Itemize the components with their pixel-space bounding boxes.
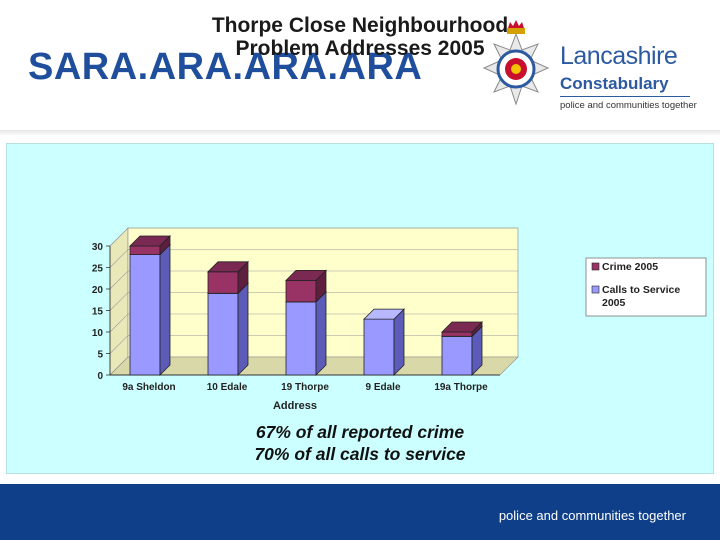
legend-swatch	[591, 262, 600, 271]
bar-calls-front	[129, 254, 161, 376]
bar-calls-side	[159, 243, 171, 376]
y-tick-label: 25	[92, 264, 104, 275]
gridline	[109, 227, 518, 247]
bar-calls-front	[207, 292, 239, 376]
chart-title-line-2: Problem Addresses 2005	[235, 37, 485, 60]
x-tick-label: 19 Thorpe	[281, 382, 329, 393]
legend-box	[585, 257, 707, 317]
bar-calls-side	[315, 290, 327, 376]
x-tick-label: 19a Thorpe	[434, 382, 488, 393]
y-tick-label: 15	[92, 307, 104, 318]
brand-divider	[560, 96, 690, 97]
footer-bar: police and communities together	[0, 484, 720, 540]
legend-label: Crime 2005	[602, 261, 658, 273]
bar-crime-front	[207, 271, 239, 294]
bar-calls-side	[393, 308, 405, 376]
bar-calls-front	[285, 301, 317, 376]
gridline	[109, 270, 518, 290]
bar-crime-top	[441, 321, 483, 333]
bar-crime-front	[441, 331, 473, 337]
y-tick-label: 10	[92, 328, 104, 339]
brand-name: Lancashire	[560, 42, 678, 70]
footer-tagline: police and communities together	[498, 508, 686, 523]
legend-label: Calls to Service	[602, 284, 680, 296]
y-tick-label: 30	[92, 242, 104, 253]
y-tick-label: 20	[92, 285, 104, 296]
x-tick-label: 9a Sheldon	[122, 382, 175, 393]
bar-calls-front	[441, 335, 473, 376]
bar-crime-top	[129, 235, 171, 247]
legend-label: 2005	[602, 297, 626, 309]
brand-subtitle: Constabulary	[560, 74, 669, 93]
bar-crime-front	[285, 279, 317, 303]
bar-calls-front	[363, 318, 395, 376]
bar-calls-side	[237, 282, 249, 376]
stat-crime: 67% of all reported crime	[255, 422, 465, 442]
bar-crime-top	[207, 261, 249, 273]
x-tick-label: 10 Edale	[207, 382, 248, 393]
bar-crime-top	[285, 269, 327, 281]
legend-swatch	[591, 285, 600, 294]
x-axis-label: Address	[273, 400, 317, 412]
y-tick-label: 0	[97, 371, 103, 382]
stat-calls: 70% of all calls to service	[254, 444, 466, 464]
y-tick-label: 5	[97, 350, 103, 361]
lancashire-constabulary-logo: Lancashire Constabulary police and commu…	[476, 20, 706, 120]
gridline	[109, 292, 518, 311]
bar-crime-front	[129, 245, 161, 255]
x-tick-label: 9 Edale	[365, 382, 400, 393]
brand-tagline: police and communities together	[560, 100, 697, 111]
gridline	[109, 249, 518, 268]
chart-title-line-1: Thorpe Close Neighbourhood	[211, 14, 509, 37]
chart-title: Thorpe Close Neighbourhood Problem Addre…	[0, 14, 720, 60]
police-badge-icon	[482, 20, 550, 106]
bar-calls-top	[363, 308, 405, 320]
slide-title: SARA.ARA.ARA.ARA	[28, 46, 423, 88]
header-divider	[0, 130, 720, 136]
